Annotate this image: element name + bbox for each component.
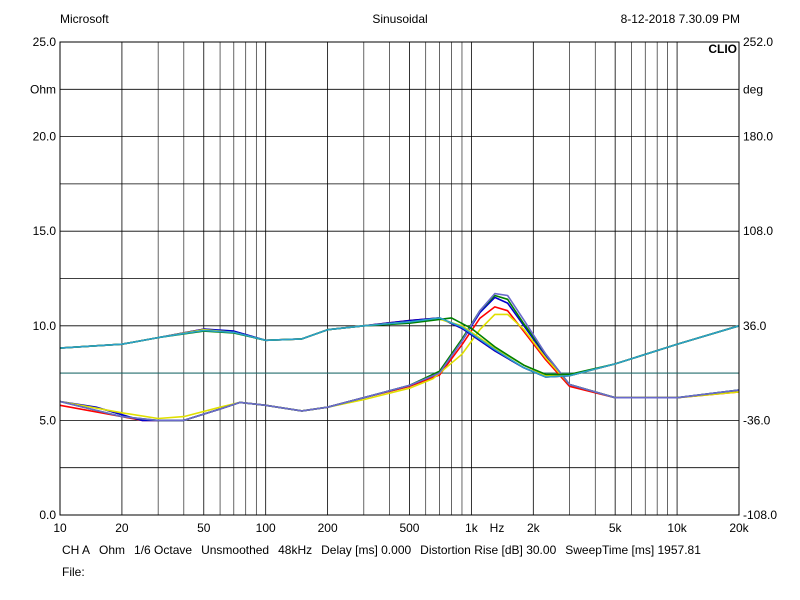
x-tick-label: 1k xyxy=(465,521,479,535)
x-tick-label: 5k xyxy=(609,521,623,535)
measurement-settings: CH A Ohm 1/6 Octave Unsmoothed 48kHz Delay [m… xyxy=(62,543,710,557)
series-curve-5 xyxy=(59,317,740,378)
series-curve-3 xyxy=(59,294,740,422)
series-curve-4 xyxy=(59,292,740,422)
series-curve-8 xyxy=(59,317,740,376)
footer-item: Distortion Rise [dB] 30.00 xyxy=(420,543,557,557)
clio-logo: CLIO xyxy=(708,42,737,56)
series-curve-9 xyxy=(59,317,740,378)
footer-item: 1/6 Octave xyxy=(134,543,193,557)
x-tick-label: 10k xyxy=(667,521,687,535)
y-left-tick-label: 20.0 xyxy=(33,130,57,144)
series-curve-7 xyxy=(59,318,740,377)
footer-item: CH A xyxy=(62,543,91,557)
footer-item: 48kHz xyxy=(278,543,313,557)
header-measurement-type: Sinusoidal xyxy=(372,12,428,26)
y-right-tick-label: -36.0 xyxy=(743,413,771,427)
x-tick-label: 50 xyxy=(197,521,211,535)
y-right-tick-label: 180.0 xyxy=(743,130,773,144)
x-tick-label: 20k xyxy=(729,521,749,535)
y-right-tick-label: 36.0 xyxy=(743,319,767,333)
y-left-tick-label: 5.0 xyxy=(39,413,56,427)
chart-curves xyxy=(59,292,740,422)
y-left-tick-label: 10.0 xyxy=(33,319,57,333)
header-left: Microsoft xyxy=(60,12,109,26)
axis-labels: 10 20 50 100 200 500 1k 2k 5k 10k 20k Hz 0.0 5.0 10.0 1… xyxy=(30,35,777,535)
y-right-tick-label: 252.0 xyxy=(743,35,773,49)
file-label: File: xyxy=(62,565,85,579)
y-right-tick-label: -108.0 xyxy=(743,508,777,522)
x-tick-label: 2k xyxy=(527,521,541,535)
footer-item: SweepTime [ms] 1957.81 xyxy=(565,543,701,557)
y-right-unit: deg xyxy=(743,82,763,96)
series-curve-2 xyxy=(59,313,740,420)
header-timestamp: 8-12-2018 7.30.09 PM xyxy=(620,12,740,26)
x-axis-label: Hz xyxy=(490,521,505,535)
series-curve-1 xyxy=(59,296,740,422)
y-left-tick-label: 15.0 xyxy=(33,224,57,238)
x-tick-label: 100 xyxy=(256,521,276,535)
y-left-tick-label: 0.0 xyxy=(39,508,56,522)
footer-item: Ohm xyxy=(99,543,126,557)
y-right-tick-label: 108.0 xyxy=(743,224,773,238)
chart-grid xyxy=(59,42,740,515)
x-tick-label: 20 xyxy=(115,521,129,535)
x-tick-label: 500 xyxy=(399,521,419,535)
footer-item: Delay [ms] 0.000 xyxy=(321,543,412,557)
x-tick-label: 200 xyxy=(318,521,338,535)
y-left-unit: Ohm xyxy=(30,82,56,96)
footer-item: Unsmoothed xyxy=(201,543,270,557)
y-left-tick-label: 25.0 xyxy=(33,35,57,49)
series-curve-6 xyxy=(59,317,740,378)
x-tick-label: 10 xyxy=(53,521,67,535)
plot-frame xyxy=(59,41,740,516)
